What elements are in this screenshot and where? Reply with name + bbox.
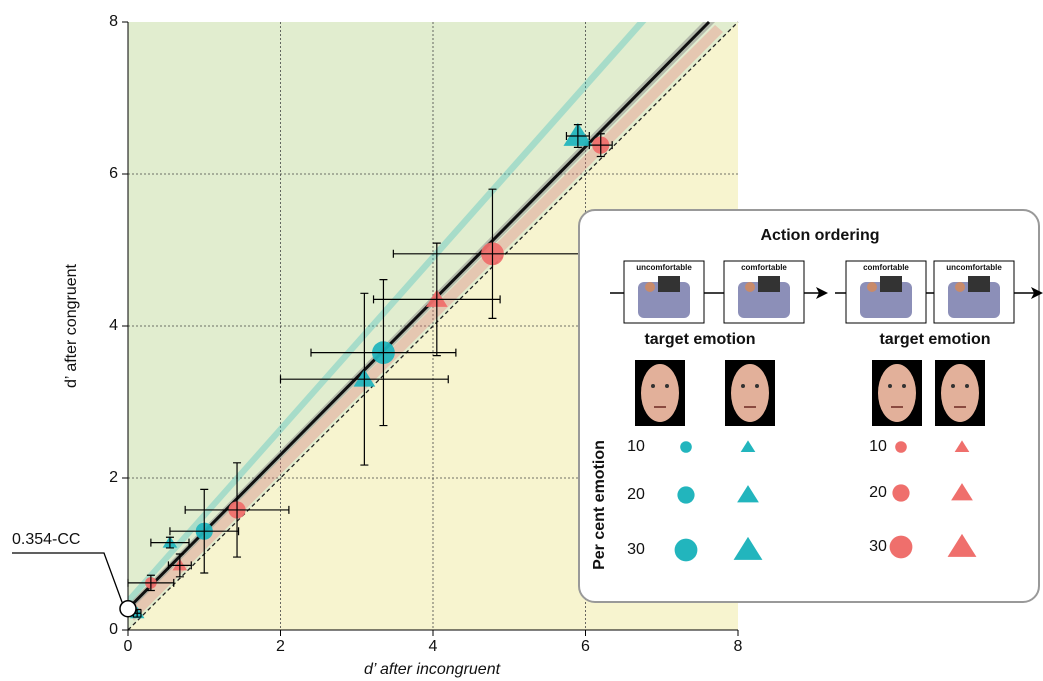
- eye: [951, 384, 955, 388]
- inset-title: Action ordering: [760, 227, 879, 244]
- fit-line: [126, 20, 711, 610]
- x-tick-label: 8: [734, 638, 743, 655]
- bands: [128, 22, 724, 621]
- legend-triangle: [740, 440, 756, 453]
- band-gray: [128, 22, 716, 613]
- eye: [741, 384, 745, 388]
- eye: [665, 384, 669, 388]
- identity-line: [127, 21, 739, 631]
- annotation: 0.354-CC: [12, 531, 80, 548]
- legend-triangle: [951, 483, 973, 501]
- plot-area: 0 2 4 6 8 0 2 4 6 8 0.354-CC: [12, 13, 743, 655]
- arrow-head: [816, 287, 828, 299]
- error-bar-x: [372, 295, 501, 304]
- error-bar-x: [127, 578, 175, 587]
- error-bar-x: [565, 132, 590, 140]
- face: [731, 364, 769, 422]
- x-tick-label: 0: [124, 638, 133, 655]
- error-bar-x: [167, 561, 192, 570]
- legend-triangle: [947, 533, 977, 557]
- legend-circle: [674, 538, 698, 562]
- band-below: [128, 25, 724, 621]
- intercept-marker: [119, 599, 137, 618]
- eye: [888, 384, 892, 388]
- frame-label: comfortable: [741, 263, 787, 272]
- eye: [965, 384, 969, 388]
- legend-circle: [892, 484, 910, 502]
- frame-label: uncomfortable: [946, 263, 1002, 272]
- size-label: 30: [627, 541, 645, 558]
- error-bar-x: [169, 527, 240, 536]
- size-label: 20: [627, 486, 645, 503]
- band-above: [128, 22, 647, 606]
- legend-triangle: [954, 440, 970, 453]
- arrow-head: [1031, 287, 1043, 299]
- scene-head: [745, 282, 755, 292]
- legend-circle: [680, 441, 692, 453]
- x-tick-label: 6: [581, 638, 590, 655]
- y-tick-label: 2: [109, 469, 118, 486]
- annotation-leader: [12, 552, 124, 605]
- legend-circle: [895, 441, 907, 453]
- scene-monitor: [758, 276, 780, 292]
- frame-label: uncomfortable: [636, 263, 692, 272]
- size-label: 10: [869, 438, 887, 455]
- legend-circle: [677, 486, 695, 504]
- y-tick-label: 4: [109, 317, 118, 334]
- scene-head: [645, 282, 655, 292]
- y-tick-label: 6: [109, 165, 118, 182]
- scene-monitor: [658, 276, 680, 292]
- error-bar-x: [150, 538, 190, 547]
- error-bar-x: [279, 375, 449, 384]
- face: [641, 364, 679, 422]
- error-bar-x: [588, 141, 613, 150]
- target-label: target emotion: [644, 331, 755, 348]
- legend-triangle: [733, 536, 763, 560]
- y-tick-label: 8: [109, 13, 118, 30]
- face: [878, 364, 916, 422]
- frame-label: comfortable: [863, 263, 909, 272]
- scene-monitor: [968, 276, 990, 292]
- size-label: 30: [869, 538, 887, 555]
- x-tick-label: 4: [429, 638, 438, 655]
- eye: [755, 384, 759, 388]
- legend-circle: [889, 535, 913, 559]
- error-bar-x: [184, 505, 290, 514]
- error-bar-x: [310, 348, 457, 357]
- y-tick-label: 0: [109, 621, 118, 638]
- x-tick-label: 2: [276, 638, 285, 655]
- scene-head: [867, 282, 877, 292]
- size-title: Per cent emotion: [591, 440, 608, 570]
- face: [941, 364, 979, 422]
- y-axis-label: d’ after congruent: [63, 263, 80, 387]
- eye: [902, 384, 906, 388]
- legend-triangle: [737, 485, 759, 503]
- size-label: 20: [869, 484, 887, 501]
- x-axis-label: d’ after incongruent: [364, 661, 501, 678]
- size-label: 10: [627, 438, 645, 455]
- target-label: target emotion: [879, 331, 990, 348]
- legend-inset: Action ordering Per cent emotion uncomfo…: [578, 209, 1043, 603]
- eye: [651, 384, 655, 388]
- scene-head: [955, 282, 965, 292]
- scene-monitor: [880, 276, 902, 292]
